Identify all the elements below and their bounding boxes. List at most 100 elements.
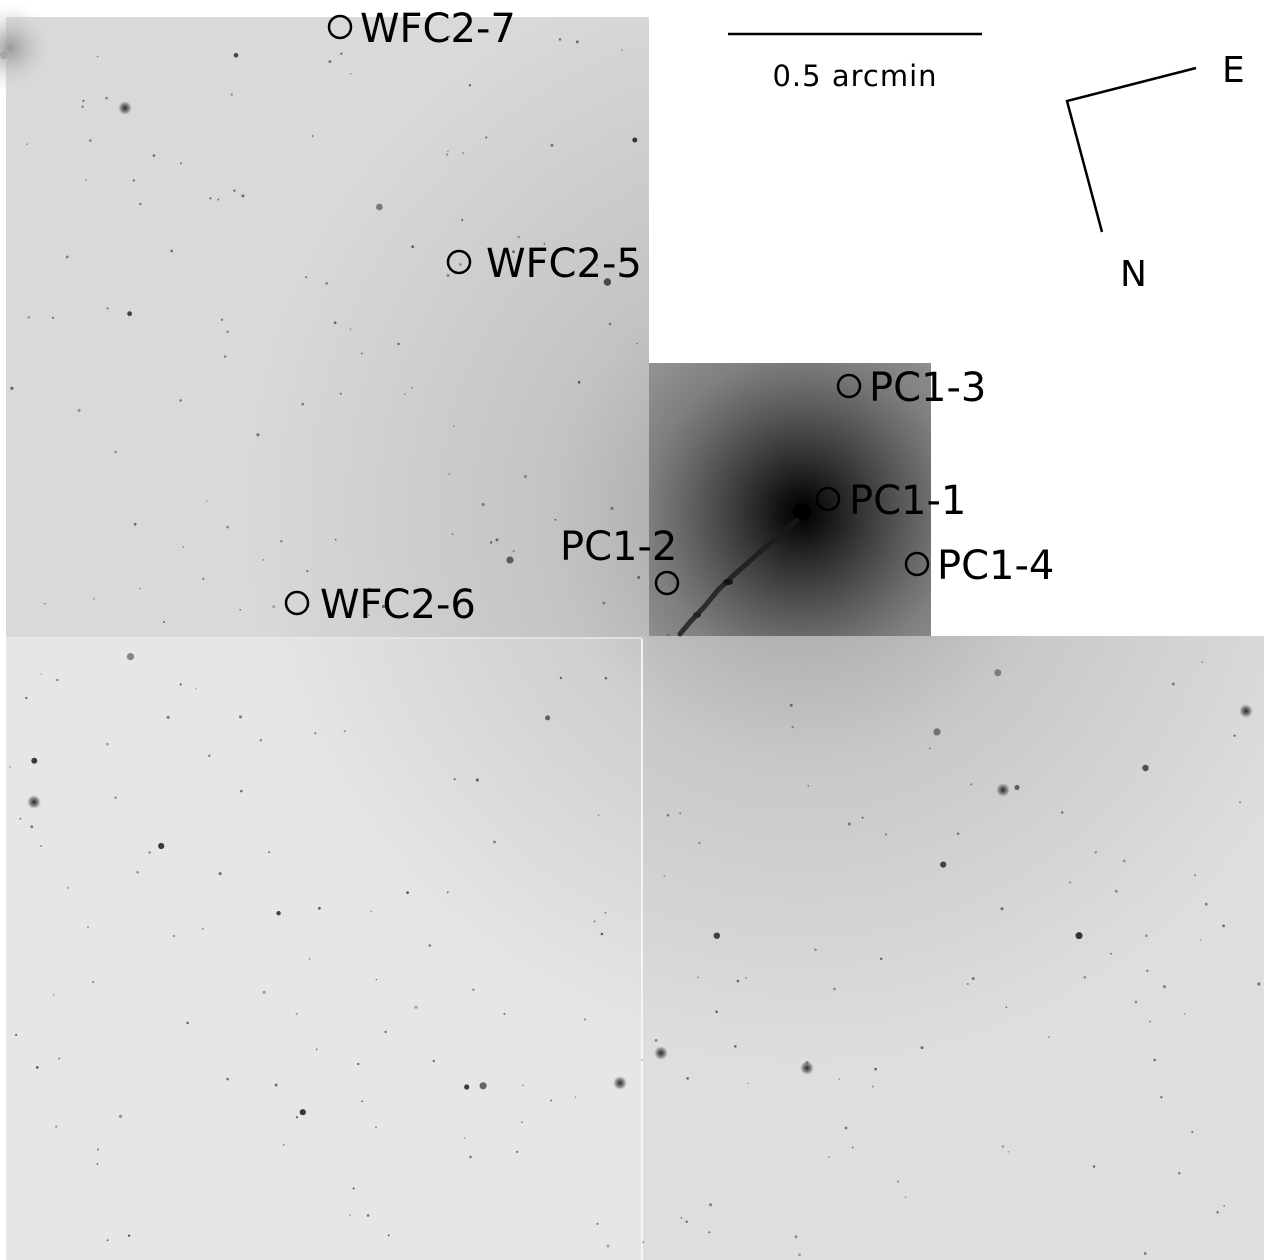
star [838, 1078, 841, 1080]
star [1149, 1020, 1151, 1023]
star [600, 932, 604, 936]
star [1162, 985, 1167, 989]
target-label: WFC2-6 [320, 582, 476, 628]
star [403, 393, 406, 396]
star [217, 198, 220, 201]
star [833, 987, 836, 991]
bright-star [800, 1061, 814, 1075]
star [158, 842, 165, 850]
star [172, 934, 175, 938]
star [861, 816, 864, 819]
star [451, 533, 454, 535]
scale-bar-label: 0.5 arcmin [772, 59, 937, 93]
star [512, 550, 515, 553]
star [56, 679, 59, 681]
star [1047, 1036, 1050, 1039]
star [201, 927, 204, 930]
star [170, 249, 174, 253]
star [453, 425, 455, 428]
star [202, 577, 205, 580]
star [920, 1046, 924, 1050]
star [240, 789, 243, 793]
star [376, 203, 383, 211]
star [179, 399, 182, 402]
star [96, 1163, 99, 1165]
target-circle [654, 570, 680, 596]
star [58, 1057, 61, 1060]
star [593, 920, 596, 923]
star [904, 1196, 907, 1198]
star [550, 143, 554, 147]
star [218, 872, 222, 876]
star [55, 1125, 58, 1128]
star [1191, 1130, 1194, 1133]
star [44, 603, 46, 605]
star [698, 841, 701, 845]
star [179, 683, 182, 686]
star [574, 1096, 577, 1098]
star [1233, 734, 1236, 737]
star [469, 610, 471, 612]
galaxy-nucleus [793, 503, 811, 521]
star [166, 715, 170, 719]
star [447, 150, 449, 153]
star [1075, 932, 1083, 940]
star [747, 1082, 749, 1085]
star [276, 911, 281, 916]
star [384, 1030, 387, 1034]
star [1007, 1151, 1010, 1153]
star [1153, 1058, 1157, 1062]
target-wfc2-7: WFC2-7 [327, 6, 516, 52]
star [1194, 874, 1196, 877]
star [334, 538, 337, 541]
star [40, 673, 42, 675]
star [464, 1084, 470, 1090]
star [9, 766, 11, 768]
star [637, 576, 641, 579]
star [490, 541, 493, 544]
star [604, 911, 607, 914]
star [226, 330, 229, 333]
star [239, 715, 242, 719]
star [370, 910, 372, 912]
star [621, 49, 624, 51]
star [77, 408, 81, 412]
star [596, 264, 598, 266]
star [19, 817, 22, 820]
star [81, 105, 84, 108]
star [186, 1021, 189, 1025]
star [1201, 661, 1204, 664]
star [432, 1059, 435, 1063]
target-circle [904, 551, 930, 577]
star [89, 139, 92, 142]
star [268, 851, 271, 854]
star [106, 1239, 109, 1242]
star [597, 814, 600, 816]
star [475, 778, 479, 782]
star [745, 976, 748, 979]
star [1171, 682, 1175, 686]
star [406, 891, 409, 894]
star [343, 730, 346, 733]
star [1239, 801, 1242, 804]
star [262, 558, 265, 561]
target-pc1-2: PC1-2 [560, 524, 680, 596]
star [1183, 1013, 1186, 1015]
star [114, 796, 117, 799]
star [1014, 784, 1020, 791]
star [114, 451, 117, 454]
star [844, 1126, 848, 1130]
star [794, 1235, 798, 1239]
star [428, 944, 432, 947]
star [65, 255, 69, 259]
star [715, 1010, 718, 1014]
star [472, 988, 475, 991]
star [139, 202, 142, 206]
star [680, 1216, 683, 1219]
star [195, 688, 197, 690]
star [305, 276, 308, 279]
star [106, 307, 109, 310]
star [282, 1144, 285, 1146]
star [458, 263, 462, 266]
